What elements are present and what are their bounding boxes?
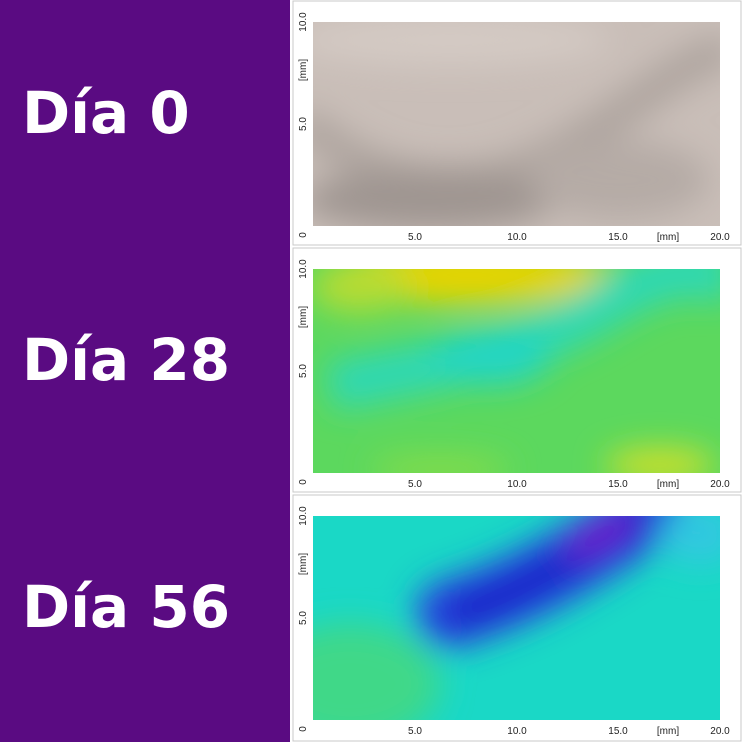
day-label: Día 0: [22, 79, 190, 147]
x-tick-label: 10.0: [507, 479, 527, 490]
origin-label: 0: [298, 726, 309, 732]
y-tick-label: 10.0: [298, 12, 309, 32]
x-tick-label: 15.0: [608, 726, 628, 737]
heatmap: [313, 516, 720, 720]
y-tick-label: 5.0: [298, 611, 309, 625]
x-tick-label: 15.0: [608, 232, 628, 243]
heatmap: [313, 269, 720, 473]
panel-day-28: [292, 247, 742, 493]
x-tick-label: 10.0: [507, 726, 527, 737]
y-tick-label: 5.0: [298, 364, 309, 378]
x-tick-label: 10.0: [507, 232, 527, 243]
y-tick-label: 5.0: [298, 117, 309, 131]
x-tick-label: 15.0: [608, 479, 628, 490]
x-tick-label: [mm]: [657, 479, 679, 490]
y-tick-label: 10.0: [298, 506, 309, 526]
heatmap: [313, 22, 720, 226]
y-tick-label: [mm]: [298, 306, 309, 328]
x-tick-label: 20.0: [710, 479, 730, 490]
origin-label: 0: [298, 232, 309, 238]
x-tick-label: [mm]: [657, 726, 679, 737]
x-tick-label: 5.0: [408, 232, 422, 243]
y-tick-label: 10.0: [298, 259, 309, 279]
panel-day-0: [292, 0, 742, 246]
day-label: Día 28: [22, 326, 230, 394]
panel-day-56: [292, 494, 742, 742]
y-tick-label: [mm]: [298, 59, 309, 81]
x-tick-label: [mm]: [657, 232, 679, 243]
x-tick-label: 20.0: [710, 726, 730, 737]
x-tick-label: 5.0: [408, 479, 422, 490]
x-tick-label: 20.0: [710, 232, 730, 243]
y-tick-label: [mm]: [298, 553, 309, 575]
x-tick-label: 5.0: [408, 726, 422, 737]
day-label: Día 56: [22, 573, 230, 641]
label-column: [0, 0, 290, 742]
origin-label: 0: [298, 479, 309, 485]
